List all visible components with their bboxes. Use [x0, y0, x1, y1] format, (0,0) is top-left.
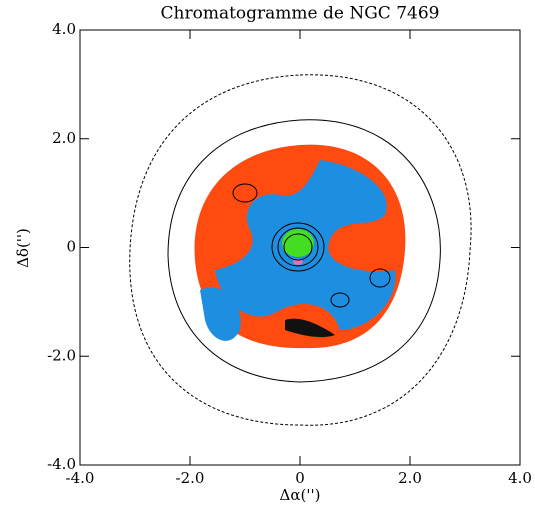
green-core — [282, 229, 314, 257]
x-tick-label: 0 — [295, 469, 305, 487]
y-tick-label: 0 — [66, 238, 76, 256]
x-tick-label: -4.0 — [66, 469, 95, 487]
y-tick-label: -4.0 — [47, 455, 76, 473]
colour-map — [129, 74, 472, 426]
x-tick-label: -2.0 — [176, 469, 205, 487]
x-axis-label: Δα('') — [280, 486, 321, 504]
mid-contour — [167, 119, 441, 383]
y-axis-label: Δδ('') — [14, 228, 32, 268]
x-tick-label: 2.0 — [398, 469, 422, 487]
dark-lane — [285, 318, 335, 338]
nucleus-contours — [232, 183, 391, 308]
x-tick-label: 4.0 — [508, 469, 532, 487]
blue-patch — [200, 287, 241, 341]
y-tick-label: 2.0 — [52, 129, 76, 147]
y-tick-label: 4.0 — [52, 20, 76, 38]
chart-title: Chromatogramme de NGC 7469 — [161, 4, 440, 24]
y-tick-label: -2.0 — [47, 346, 76, 364]
nucleus-core — [293, 259, 303, 265]
